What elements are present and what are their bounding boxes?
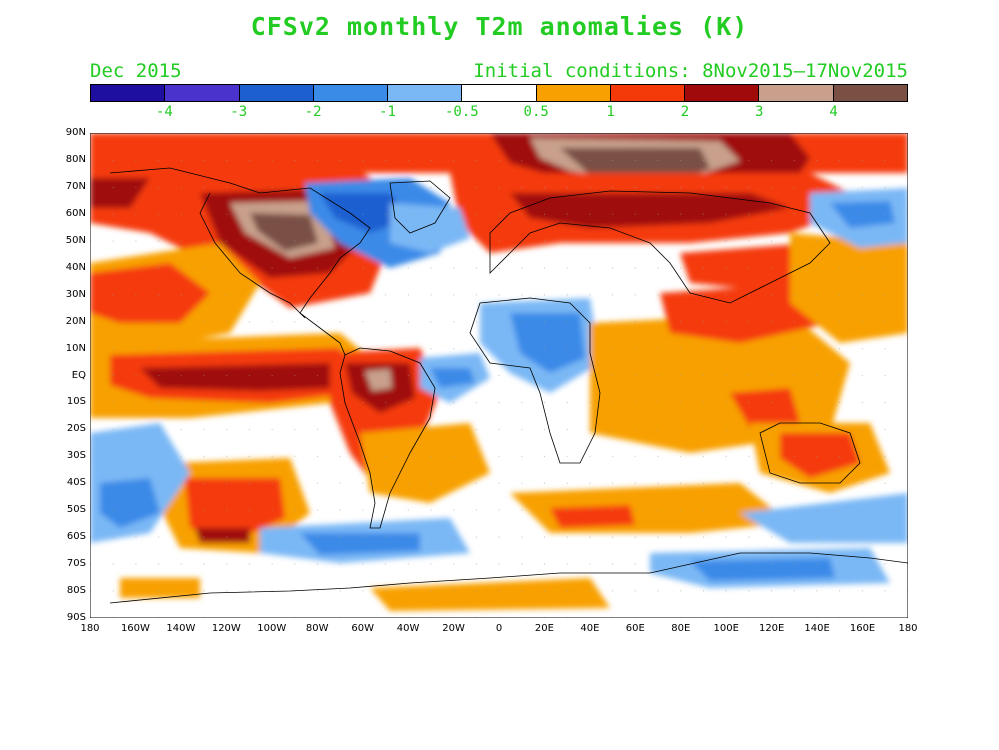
longitude-label: 60W — [351, 623, 374, 634]
valid-month-label: Dec 2015 — [90, 60, 182, 82]
longitude-label: 0 — [495, 623, 503, 634]
longitude-label: 160W — [120, 623, 150, 634]
longitude-label: 80W — [305, 623, 329, 634]
latitude-label: 50S — [66, 504, 86, 516]
latitude-label: 10S — [66, 396, 86, 408]
longitude-label: 120E — [758, 623, 785, 634]
latitude-label: EQ — [71, 369, 86, 381]
longitude-label: 180 — [898, 623, 918, 634]
colorbar-cell — [313, 85, 389, 101]
colorbar-cell — [759, 85, 834, 101]
anomaly-map — [90, 133, 908, 618]
colorbar-cell — [462, 85, 537, 101]
colorbar-cell — [685, 85, 760, 101]
coastlines — [109, 167, 908, 604]
longitude-label: 100E — [713, 623, 739, 634]
colorbar-cell — [388, 85, 463, 101]
latitude-label: 80S — [66, 585, 86, 597]
longitude-label: 180 — [80, 623, 100, 634]
longitude-label: 120W — [211, 623, 241, 634]
longitude-label: 100W — [257, 623, 287, 634]
colorbar-tick-label: -3 — [230, 104, 248, 120]
longitude-label: 140W — [166, 623, 196, 634]
colorbar-tick-label: -1 — [379, 104, 396, 120]
latitude-label: 20S — [66, 423, 86, 435]
colorbar-tick-label: 2 — [680, 104, 690, 120]
initial-conditions-label: Initial conditions: 8Nov2015–17Nov2015 — [473, 60, 908, 82]
latitude-label: 30N — [65, 288, 86, 300]
colorbar-tick-label: -2 — [304, 104, 322, 120]
longitude-label: 20E — [534, 623, 554, 634]
colorbar-tick-label: 1 — [606, 104, 615, 120]
latitude-label: 10N — [65, 342, 86, 354]
latitude-label: 90N — [65, 127, 86, 138]
longitude-label: 20W — [442, 623, 465, 634]
latitude-label: 80N — [65, 153, 86, 165]
latitude-label: 40S — [66, 477, 86, 489]
colorbar-cell — [536, 85, 611, 101]
longitude-label: 80E — [671, 623, 691, 634]
latitude-label: 70S — [66, 558, 86, 570]
colorbar-tick-label: -4 — [155, 104, 173, 120]
chart-title: CFSv2 monthly T2m anomalies (K) — [250, 12, 749, 41]
longitude-label: 40E — [580, 623, 600, 634]
latitude-label: 50N — [65, 234, 86, 246]
latitude-label: 90S — [66, 612, 86, 623]
longitude-label: 40W — [396, 623, 420, 634]
latitude-label: 60N — [65, 207, 86, 219]
latitude-label: 40N — [65, 261, 86, 273]
latitude-label: 70N — [65, 180, 86, 192]
latitude-label: 30S — [66, 450, 86, 462]
colorbar-cell — [833, 85, 907, 101]
colorbar-cell — [91, 85, 166, 101]
colorbar-tick-label: 0.5 — [523, 104, 549, 120]
latitude-label: 60S — [66, 531, 86, 543]
colorbar-cell — [239, 85, 314, 101]
colorbar-tick-label: 3 — [755, 104, 764, 120]
longitude-label: 60E — [625, 623, 645, 634]
longitude-label: 160E — [849, 623, 876, 634]
longitude-label: 140E — [804, 623, 830, 634]
colorbar-tick-label: -0.5 — [444, 104, 479, 120]
anomaly-field — [90, 133, 908, 618]
colorbar-tick-label: 4 — [829, 104, 838, 120]
colorbar — [90, 84, 908, 102]
colorbar-cell — [165, 85, 240, 101]
latitude-label: 20N — [65, 315, 86, 327]
colorbar-cell — [610, 85, 686, 101]
